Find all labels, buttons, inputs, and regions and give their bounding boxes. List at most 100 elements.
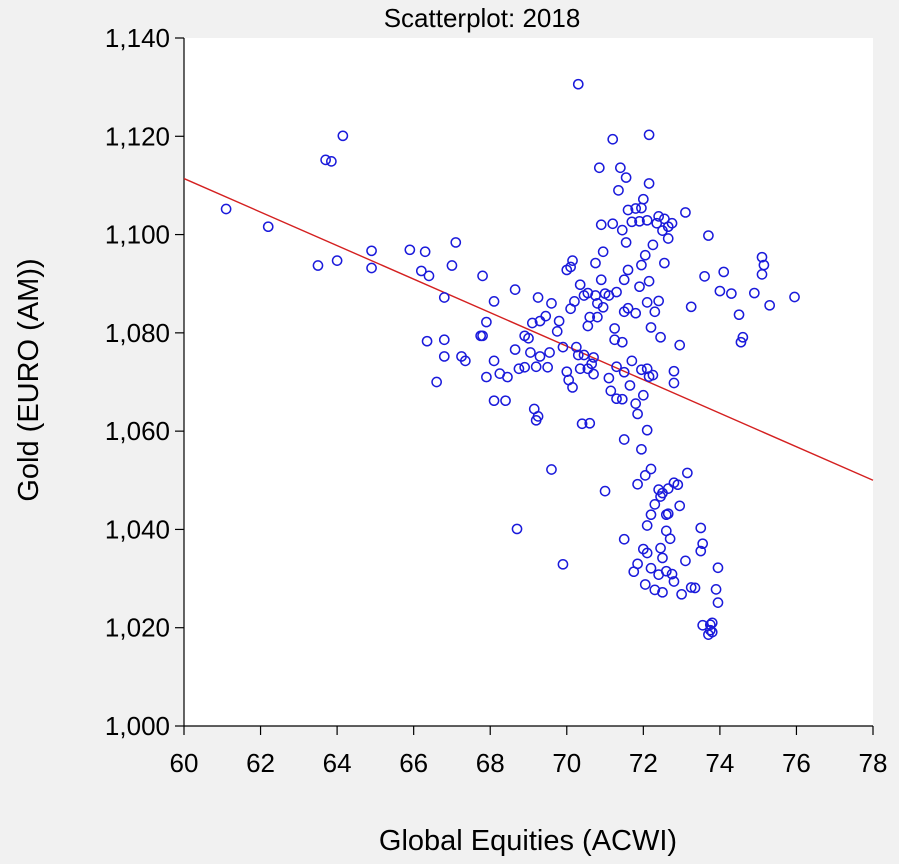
- data-point: [540, 310, 552, 322]
- data-point: [622, 204, 634, 216]
- data-point: [660, 565, 672, 577]
- data-point: [502, 371, 513, 383]
- data-point: [651, 217, 663, 229]
- data-point: [588, 368, 599, 380]
- y-axis-label: Gold (EURO (AM)): [13, 258, 45, 501]
- data-point: [756, 251, 768, 263]
- y-tick-label: 1,080: [105, 318, 170, 348]
- x-tick-label: 70: [552, 748, 581, 778]
- data-point: [647, 369, 659, 381]
- data-point: [647, 239, 659, 251]
- data-point: [634, 281, 645, 293]
- data-point: [567, 255, 578, 266]
- data-point: [557, 341, 569, 353]
- data-point: [616, 336, 628, 348]
- data-point: [733, 309, 745, 321]
- data-point: [636, 443, 647, 455]
- data-point: [450, 237, 462, 248]
- data-point: [618, 366, 630, 378]
- data-point: [578, 349, 590, 361]
- regression-line: [183, 177, 874, 481]
- data-point: [695, 522, 707, 534]
- plot-area: [184, 38, 873, 726]
- data-point: [570, 341, 582, 353]
- data-point: [630, 398, 642, 409]
- data-point: [616, 224, 628, 236]
- data-point: [666, 217, 678, 229]
- y-tick-label: 1,040: [105, 514, 170, 544]
- data-point: [643, 129, 655, 141]
- data-point: [511, 523, 523, 535]
- data-point: [630, 307, 642, 319]
- data-point: [423, 270, 435, 282]
- data-point: [532, 411, 544, 422]
- data-point: [758, 259, 770, 271]
- data-point: [446, 260, 458, 271]
- data-point: [320, 154, 331, 166]
- data-point: [664, 533, 676, 545]
- data-point: [569, 296, 580, 307]
- data-point: [697, 538, 709, 550]
- data-point: [220, 203, 232, 215]
- data-point: [532, 292, 544, 303]
- y-tick-label: 1,060: [105, 416, 170, 446]
- data-point: [599, 485, 611, 497]
- data-point: [576, 418, 588, 430]
- data-point: [645, 509, 657, 521]
- data-point: [481, 371, 492, 383]
- x-tick-label: 66: [399, 748, 428, 778]
- data-point: [710, 584, 722, 595]
- data-point: [526, 317, 538, 329]
- data-point: [590, 257, 601, 269]
- data-point: [488, 395, 500, 407]
- data-point: [634, 215, 645, 227]
- data-point: [557, 558, 569, 570]
- data-point: [607, 218, 619, 230]
- data-point: [542, 361, 553, 373]
- data-point: [509, 344, 521, 355]
- data-point: [584, 417, 596, 429]
- data-point: [718, 266, 730, 278]
- data-point: [668, 365, 680, 377]
- y-tick-label: 1,120: [105, 121, 170, 151]
- data-point: [645, 463, 657, 475]
- chart-title: Scatterplot: 2018: [384, 3, 581, 33]
- data-point: [636, 259, 647, 271]
- data-points: [220, 78, 800, 640]
- data-point: [748, 287, 760, 299]
- y-tick-label: 1,100: [105, 220, 170, 250]
- data-point: [643, 275, 655, 287]
- x-tick-label: 72: [629, 748, 658, 778]
- y-tick-label: 1,000: [105, 711, 170, 741]
- data-point: [674, 500, 686, 512]
- data-point: [689, 582, 701, 594]
- data-point: [553, 315, 565, 327]
- data-point: [481, 316, 492, 328]
- x-tick-label: 62: [246, 748, 275, 778]
- data-point: [789, 291, 800, 303]
- data-point: [618, 434, 630, 445]
- data-point: [726, 288, 737, 299]
- data-point: [641, 214, 653, 226]
- data-point: [620, 237, 632, 248]
- data-point: [607, 133, 619, 145]
- x-axis-label: Global Equities (ACWI): [379, 825, 677, 857]
- data-point: [565, 261, 576, 273]
- data-point: [609, 334, 620, 346]
- data-point: [572, 78, 584, 90]
- data-point: [438, 334, 450, 346]
- data-point: [546, 298, 557, 309]
- x-tick-label: 64: [323, 748, 352, 778]
- data-point: [544, 347, 555, 358]
- data-point: [659, 257, 670, 269]
- data-point: [649, 499, 661, 510]
- data-point: [764, 299, 776, 311]
- y-tick-label: 1,020: [105, 613, 170, 643]
- data-point: [605, 385, 617, 397]
- data-point: [574, 363, 586, 375]
- data-point: [622, 264, 634, 276]
- data-point: [500, 395, 511, 407]
- data-point: [655, 542, 666, 554]
- data-point: [586, 358, 598, 370]
